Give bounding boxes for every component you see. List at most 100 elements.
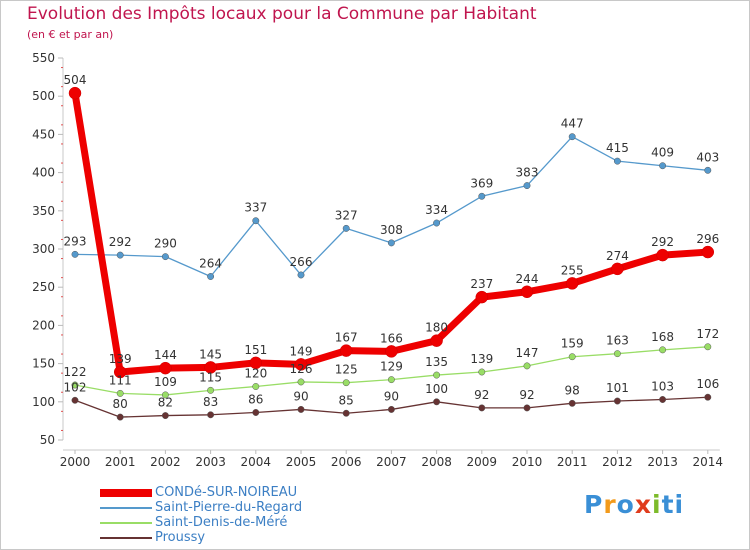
- data-label: 264: [199, 257, 222, 271]
- data-label: 415: [606, 141, 629, 155]
- data-label: 106: [696, 377, 719, 391]
- data-label: 101: [606, 381, 629, 395]
- logo-letter: o: [617, 490, 635, 519]
- data-point: [433, 220, 439, 226]
- data-point: [524, 405, 530, 411]
- y-tick-label: 500: [32, 89, 55, 103]
- data-label: 308: [380, 223, 403, 237]
- data-point: [207, 412, 213, 418]
- data-label: 147: [516, 346, 539, 360]
- data-label: 109: [154, 375, 177, 389]
- data-label: 292: [651, 235, 674, 249]
- x-tick-label: 2005: [286, 455, 317, 469]
- data-label: 139: [109, 352, 132, 366]
- data-point: [611, 263, 623, 275]
- data-label: 166: [380, 331, 403, 345]
- data-point: [388, 240, 394, 246]
- data-label: 90: [293, 389, 308, 403]
- legend-swatch: [100, 489, 152, 497]
- data-label: 290: [154, 237, 177, 251]
- data-point: [659, 163, 665, 169]
- data-label: 334: [425, 203, 448, 217]
- data-point: [253, 409, 259, 415]
- data-point: [433, 372, 439, 378]
- logo-letter: i: [675, 490, 685, 519]
- data-point: [207, 273, 213, 279]
- data-point: [705, 394, 711, 400]
- data-point: [117, 414, 123, 420]
- y-tick-label: 300: [32, 242, 55, 256]
- data-label: 103: [651, 380, 674, 394]
- x-tick-label: 2011: [557, 455, 588, 469]
- legend-label: Proussy: [155, 530, 205, 545]
- x-tick-label: 2008: [421, 455, 452, 469]
- data-label: 151: [244, 343, 267, 357]
- data-label: 139: [470, 352, 493, 366]
- data-point: [72, 397, 78, 403]
- data-point: [388, 406, 394, 412]
- data-point: [479, 405, 485, 411]
- legend-label: CONDé-SUR-NOIREAU: [155, 485, 297, 500]
- logo-letter: x: [635, 490, 652, 519]
- y-tick-label: 350: [32, 204, 55, 218]
- data-point: [159, 362, 171, 374]
- data-label: 86: [248, 392, 263, 406]
- data-label: 409: [651, 146, 674, 160]
- data-label: 159: [561, 337, 584, 351]
- y-tick-label: 200: [32, 318, 55, 332]
- data-label: 125: [335, 363, 358, 377]
- data-label: 145: [199, 347, 222, 361]
- data-label: 122: [64, 365, 87, 379]
- data-point: [298, 406, 304, 412]
- data-point: [340, 345, 352, 357]
- legend-label: Saint-Denis-de-Méré: [155, 515, 287, 530]
- data-point: [569, 354, 575, 360]
- data-label: 90: [384, 389, 399, 403]
- data-point: [117, 252, 123, 258]
- data-label: 274: [606, 249, 629, 263]
- data-point: [343, 410, 349, 416]
- data-label: 167: [335, 331, 358, 345]
- data-point: [659, 347, 665, 353]
- x-tick-label: 2014: [693, 455, 724, 469]
- x-tick-label: 2007: [376, 455, 407, 469]
- x-tick-label: 2001: [105, 455, 136, 469]
- logo-letter: i: [652, 490, 662, 519]
- data-point: [298, 272, 304, 278]
- data-point: [705, 344, 711, 350]
- y-tick-label: 400: [32, 166, 55, 180]
- data-label: 337: [244, 201, 267, 215]
- data-label: 292: [109, 235, 132, 249]
- data-point: [476, 291, 488, 303]
- data-label: 296: [696, 232, 719, 246]
- data-label: 144: [154, 348, 177, 362]
- x-tick-label: 2002: [150, 455, 181, 469]
- data-label: 266: [290, 255, 313, 269]
- data-point: [69, 87, 81, 99]
- legend-swatch: [100, 522, 152, 524]
- data-label: 120: [244, 367, 267, 381]
- data-label: 244: [516, 272, 539, 286]
- y-tick-label: 150: [32, 357, 55, 371]
- y-tick-label: 450: [32, 127, 55, 141]
- data-label: 92: [519, 388, 534, 402]
- data-label: 504: [64, 73, 87, 87]
- data-label: 100: [425, 382, 448, 396]
- data-point: [207, 387, 213, 393]
- data-point: [566, 277, 578, 289]
- x-tick-label: 2012: [602, 455, 633, 469]
- data-label: 111: [109, 373, 132, 387]
- data-label: 383: [516, 166, 539, 180]
- data-point: [521, 286, 533, 298]
- data-point: [524, 363, 530, 369]
- data-point: [253, 218, 259, 224]
- data-point: [569, 400, 575, 406]
- data-point: [705, 167, 711, 173]
- x-tick-label: 2009: [467, 455, 498, 469]
- data-point: [72, 251, 78, 257]
- data-point: [343, 380, 349, 386]
- data-point: [388, 376, 394, 382]
- logo-letter: r: [603, 490, 616, 519]
- x-tick-label: 2000: [60, 455, 91, 469]
- x-tick-label: 2003: [195, 455, 226, 469]
